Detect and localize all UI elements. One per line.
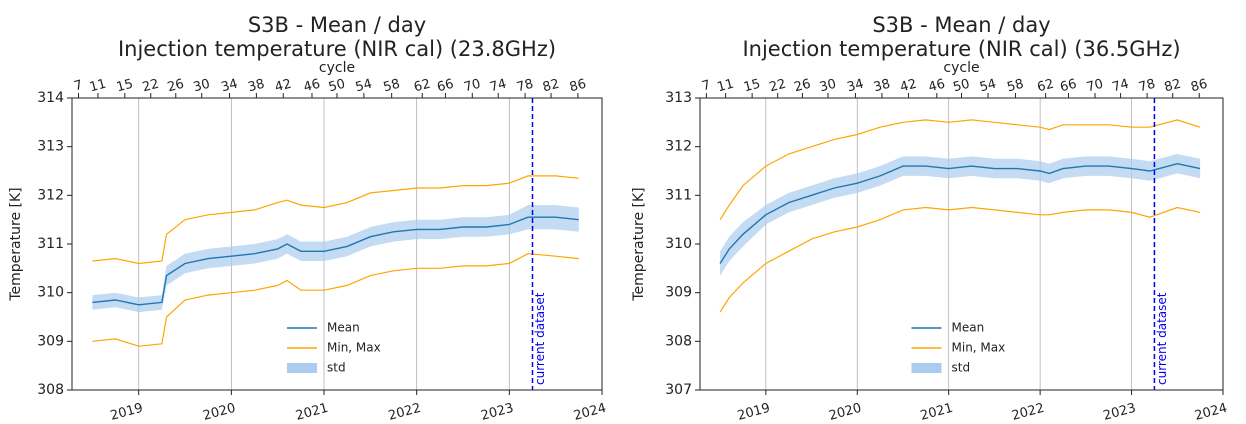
plot-frame bbox=[699, 97, 1224, 391]
x2-tick-label: 78 bbox=[515, 77, 535, 96]
x-tick-label: 2021 bbox=[294, 401, 330, 424]
x2-tick-label: 82 bbox=[541, 77, 561, 96]
plot-frame bbox=[71, 97, 603, 391]
x2-tick-label: 62 bbox=[1036, 77, 1056, 96]
x-tick-label: 2022 bbox=[387, 401, 423, 424]
chart-title: Injection temperature (NIR cal) (36.5GHz… bbox=[742, 37, 1180, 61]
y-tick-label: 314 bbox=[37, 90, 64, 106]
x2-tick-label: 26 bbox=[792, 77, 812, 96]
x-tick-label: 2020 bbox=[201, 401, 237, 424]
x2-tick-label: 46 bbox=[302, 77, 322, 96]
y-tick-label: 309 bbox=[665, 285, 692, 301]
x2-tick-label: 70 bbox=[462, 77, 482, 96]
mean-line bbox=[92, 216, 579, 306]
legend-label: Min, Max bbox=[952, 341, 1006, 355]
x2-tick-label: 7 bbox=[73, 78, 85, 95]
y-tick-label: 311 bbox=[37, 236, 64, 252]
y-tick-label: 308 bbox=[665, 333, 692, 349]
x2-tick-label: 34 bbox=[846, 77, 866, 96]
chart-title: S3B - Mean / day bbox=[872, 13, 1050, 37]
min-line bbox=[719, 206, 1201, 313]
y-tick-label: 313 bbox=[665, 90, 692, 106]
legend-swatch bbox=[911, 363, 942, 373]
x2-tick-label: 34 bbox=[220, 77, 240, 96]
y-axis-label: Temperature [K] bbox=[631, 187, 647, 301]
x2-tick-label: 50 bbox=[952, 77, 972, 96]
x2-tick-label: 78 bbox=[1137, 77, 1157, 96]
x-tick-label: 2019 bbox=[736, 401, 772, 424]
y-tick-label: 309 bbox=[37, 333, 64, 349]
x2-tick-label: 30 bbox=[192, 77, 212, 96]
x2-tick-label: 86 bbox=[1189, 77, 1209, 96]
annotation: current dataset bbox=[1155, 292, 1169, 385]
max-line bbox=[719, 119, 1201, 221]
chart-title: Injection temperature (NIR cal) (23.8GHz… bbox=[118, 37, 556, 61]
x2-tick-label: 66 bbox=[1059, 77, 1079, 96]
x2-tick-label: 62 bbox=[412, 77, 432, 96]
x2-tick-label: 30 bbox=[818, 77, 838, 96]
x2-tick-label: 42 bbox=[273, 77, 293, 96]
x2-tick-label: 38 bbox=[246, 77, 266, 96]
y-tick-label: 312 bbox=[37, 187, 64, 203]
y-tick-label: 310 bbox=[37, 285, 64, 301]
x2-tick-label: 11 bbox=[88, 77, 108, 96]
legend-swatch bbox=[287, 363, 317, 373]
x2-tick-label: 26 bbox=[166, 77, 186, 96]
x2-tick-label: 82 bbox=[1163, 77, 1183, 96]
x-tick-label: 2021 bbox=[919, 401, 955, 424]
x2-tick-label: 70 bbox=[1085, 77, 1105, 96]
x-tick-label: 2020 bbox=[827, 401, 863, 424]
x2-tick-label: 22 bbox=[768, 77, 788, 96]
y-tick-label: 308 bbox=[37, 382, 64, 398]
legend-label: Mean bbox=[327, 321, 360, 335]
chart-title: S3B - Mean / day bbox=[248, 13, 426, 37]
x-tick-label: 2022 bbox=[1010, 401, 1046, 424]
max-line bbox=[92, 175, 579, 265]
x2-tick-label: 11 bbox=[716, 77, 736, 96]
mean-line bbox=[719, 162, 1201, 264]
y-tick-label: 307 bbox=[665, 382, 692, 398]
legend-label: Min, Max bbox=[327, 341, 381, 355]
x-tick-label: 2023 bbox=[479, 401, 515, 424]
x-tick-label: 2024 bbox=[572, 401, 608, 424]
y-tick-label: 310 bbox=[665, 236, 692, 252]
x2-axis-label: cycle bbox=[943, 60, 979, 76]
x-tick-label: 2024 bbox=[1193, 401, 1229, 424]
x2-tick-label: 46 bbox=[927, 77, 947, 96]
std-band bbox=[92, 205, 579, 313]
y-axis-label: Temperature [K] bbox=[8, 187, 24, 301]
x2-tick-label: 7 bbox=[700, 78, 712, 95]
x2-tick-label: 66 bbox=[435, 77, 455, 96]
x2-tick-label: 38 bbox=[872, 77, 892, 96]
y-tick-label: 311 bbox=[665, 187, 692, 203]
x2-tick-label: 22 bbox=[141, 77, 161, 96]
legend-label: Mean bbox=[952, 321, 985, 335]
legend-label: std bbox=[327, 361, 346, 375]
x2-tick-label: 58 bbox=[382, 77, 402, 96]
x-tick-label: 2023 bbox=[1102, 401, 1138, 424]
y-tick-label: 313 bbox=[37, 139, 64, 155]
x2-axis-label: cycle bbox=[319, 60, 355, 76]
x2-tick-label: 74 bbox=[488, 77, 508, 96]
x2-tick-label: 86 bbox=[568, 77, 588, 96]
y-tick-label: 312 bbox=[665, 139, 692, 155]
x-tick-label: 2019 bbox=[109, 401, 145, 424]
x2-tick-label: 42 bbox=[899, 77, 919, 96]
x2-tick-label: 74 bbox=[1111, 77, 1131, 96]
min-line bbox=[92, 253, 579, 347]
std-band bbox=[720, 154, 1201, 276]
legend-label: std bbox=[952, 361, 971, 375]
x2-tick-label: 15 bbox=[742, 77, 762, 96]
x2-tick-label: 15 bbox=[115, 77, 135, 96]
x2-tick-label: 54 bbox=[354, 77, 374, 96]
x2-tick-label: 50 bbox=[327, 77, 347, 96]
x2-tick-label: 54 bbox=[978, 77, 998, 96]
annotation: current dataset bbox=[533, 292, 547, 385]
x2-tick-label: 58 bbox=[1006, 77, 1026, 96]
